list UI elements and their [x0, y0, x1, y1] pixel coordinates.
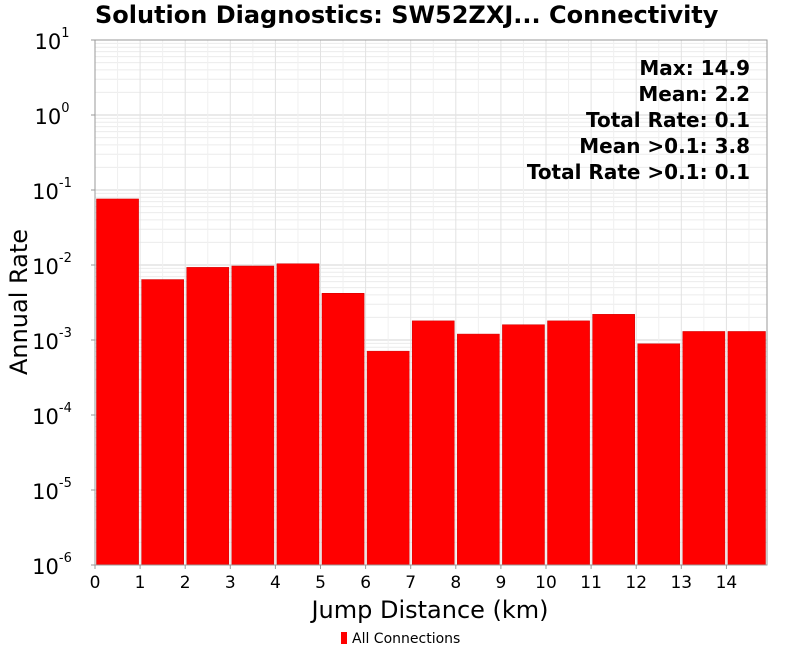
y-tick-label: 10-1	[32, 176, 72, 204]
x-tick-label: 11	[580, 573, 602, 593]
x-tick-label: 7	[405, 573, 416, 593]
y-axis-ticks: 101 100 10-1 10-2 10-3 10-4 10-5 10-6	[32, 26, 95, 579]
legend-swatch	[341, 632, 347, 644]
bar	[276, 263, 320, 566]
legend: All Connections	[341, 631, 460, 647]
bar	[592, 314, 635, 566]
legend-label: All Connections	[352, 631, 460, 647]
x-tick-label: 5	[315, 573, 326, 593]
x-tick-label: 0	[90, 573, 101, 593]
x-tick-label: 1	[135, 573, 146, 593]
bars	[96, 198, 766, 566]
x-tick-label: 12	[625, 573, 647, 593]
bar	[186, 267, 230, 566]
y-tick-label: 10-4	[32, 401, 72, 429]
stat-annotation: Mean >0.1: 3.8	[579, 134, 750, 158]
plot-border	[94, 39, 768, 566]
x-tick-label: 10	[535, 573, 557, 593]
y-tick-label: 10-2	[32, 251, 72, 279]
bar	[321, 293, 365, 566]
bar	[457, 333, 500, 566]
y-tick-label: 10-5	[32, 476, 72, 504]
x-tick-label: 14	[716, 573, 738, 593]
x-axis-label: Jump Distance (km)	[309, 596, 548, 624]
y-tick-label: 10-3	[32, 326, 72, 354]
bar	[96, 198, 139, 566]
bar	[411, 320, 455, 566]
y-axis-label: Annual Rate	[5, 229, 33, 375]
y-tick-label: 10-6	[32, 551, 72, 579]
stat-annotation: Mean: 2.2	[638, 82, 750, 106]
stat-annotation: Total Rate >0.1: 0.1	[527, 160, 750, 184]
chart-title: Solution Diagnostics: SW52ZXJ... Connect…	[95, 1, 719, 29]
bar	[231, 265, 275, 566]
x-tick-label: 13	[670, 573, 692, 593]
x-tick-label: 6	[360, 573, 371, 593]
y-tick-label: 101	[34, 26, 69, 54]
bar	[502, 324, 545, 566]
bar	[366, 350, 410, 566]
stat-annotation: Total Rate: 0.1	[586, 108, 750, 132]
stat-annotation: Max: 14.9	[639, 56, 750, 80]
y-tick-label: 100	[34, 101, 69, 129]
x-tick-label: 8	[450, 573, 461, 593]
bar	[141, 279, 184, 566]
bar	[682, 331, 726, 566]
x-tick-label: 3	[225, 573, 236, 593]
x-tick-label: 9	[495, 573, 506, 593]
x-axis-ticks: 0 1 2 3 4 5 6 7 8 9 10 11 12 13 14	[90, 565, 738, 593]
bar	[547, 320, 590, 566]
bar	[637, 343, 681, 566]
x-tick-label: 4	[270, 573, 281, 593]
bar	[727, 331, 766, 566]
x-tick-label: 2	[180, 573, 191, 593]
